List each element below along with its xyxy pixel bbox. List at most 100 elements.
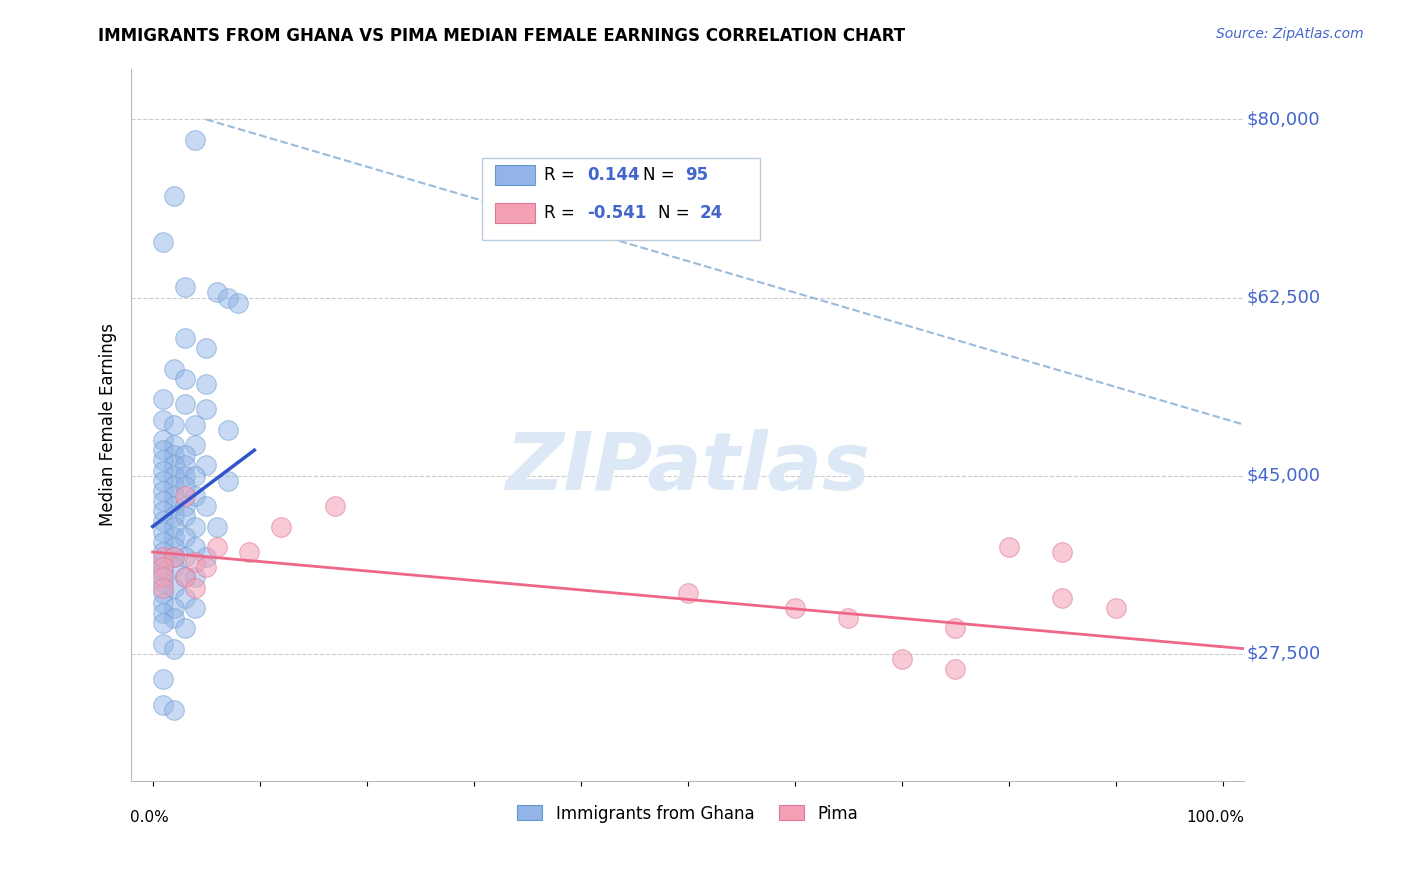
Point <box>173 458 195 473</box>
Point <box>163 509 186 524</box>
Point <box>152 494 174 508</box>
Legend: Immigrants from Ghana, Pima: Immigrants from Ghana, Pima <box>517 805 858 822</box>
Point <box>152 570 174 584</box>
Text: R =: R = <box>544 166 575 184</box>
Point <box>195 550 218 565</box>
Point <box>163 438 186 452</box>
Point <box>943 662 966 676</box>
Point <box>195 377 218 392</box>
Point <box>184 489 207 503</box>
Point <box>163 499 186 513</box>
Point <box>195 342 218 356</box>
Text: 95: 95 <box>686 166 709 184</box>
Point <box>173 570 195 584</box>
Point <box>217 423 239 437</box>
Point <box>163 468 186 483</box>
Point <box>173 448 195 462</box>
Point <box>152 524 174 539</box>
Point <box>163 489 186 503</box>
Text: $80,000: $80,000 <box>1247 111 1320 128</box>
Point <box>152 412 174 426</box>
Text: N =: N = <box>658 204 689 222</box>
Point <box>1052 591 1074 605</box>
Point <box>163 550 186 565</box>
Point <box>152 596 174 610</box>
Point <box>163 581 186 595</box>
Text: ZIPatlas: ZIPatlas <box>505 428 870 507</box>
Text: -0.541: -0.541 <box>588 204 647 222</box>
Point <box>152 698 174 712</box>
Point <box>152 581 174 595</box>
Point <box>152 392 174 407</box>
Point <box>163 611 186 625</box>
Point <box>163 530 186 544</box>
Point <box>195 402 218 417</box>
Point <box>184 570 207 584</box>
Point <box>1105 601 1128 615</box>
Point <box>323 499 346 513</box>
Point <box>184 438 207 452</box>
Point <box>943 621 966 635</box>
Point <box>205 519 228 533</box>
Text: N =: N = <box>643 166 675 184</box>
Point <box>217 474 239 488</box>
Point <box>173 509 195 524</box>
Point <box>152 606 174 620</box>
Point <box>184 581 207 595</box>
Point <box>163 560 186 574</box>
Point <box>163 601 186 615</box>
Point <box>184 417 207 432</box>
Point <box>152 515 174 529</box>
Point <box>152 672 174 686</box>
Point <box>173 280 195 294</box>
Point <box>1052 545 1074 559</box>
Point <box>173 550 195 565</box>
Y-axis label: Median Female Earnings: Median Female Earnings <box>100 323 117 526</box>
Point <box>163 550 186 565</box>
Point <box>152 504 174 518</box>
Point <box>173 499 195 513</box>
Point <box>152 575 174 590</box>
Point <box>238 545 260 559</box>
Point <box>195 560 218 574</box>
Point <box>163 188 186 202</box>
Point <box>163 540 186 554</box>
Point <box>205 285 228 300</box>
Point <box>783 601 806 615</box>
Text: 24: 24 <box>700 204 723 222</box>
Point <box>226 295 249 310</box>
Point <box>173 570 195 584</box>
Point <box>173 621 195 635</box>
Text: $27,500: $27,500 <box>1247 645 1320 663</box>
Point <box>163 519 186 533</box>
Point <box>152 453 174 467</box>
Text: IMMIGRANTS FROM GHANA VS PIMA MEDIAN FEMALE EARNINGS CORRELATION CHART: IMMIGRANTS FROM GHANA VS PIMA MEDIAN FEM… <box>98 27 905 45</box>
Point <box>837 611 859 625</box>
Point <box>152 560 174 574</box>
FancyBboxPatch shape <box>495 203 536 223</box>
Point <box>152 534 174 549</box>
Point <box>173 397 195 411</box>
Point <box>998 540 1021 554</box>
Point <box>184 468 207 483</box>
Point <box>152 566 174 580</box>
Point <box>173 372 195 386</box>
Point <box>184 133 207 147</box>
Point <box>173 479 195 493</box>
Point <box>195 458 218 473</box>
Point <box>163 641 186 656</box>
Point <box>152 464 174 478</box>
Point <box>152 545 174 559</box>
Point <box>163 361 186 376</box>
Point <box>152 443 174 458</box>
Point <box>184 555 207 569</box>
Text: 0.144: 0.144 <box>588 166 640 184</box>
Point <box>152 550 174 565</box>
Text: R =: R = <box>544 204 575 222</box>
Text: $45,000: $45,000 <box>1247 467 1320 484</box>
Point <box>184 540 207 554</box>
Text: Source: ZipAtlas.com: Source: ZipAtlas.com <box>1216 27 1364 41</box>
Point <box>163 417 186 432</box>
Point <box>676 585 699 599</box>
Point <box>173 591 195 605</box>
